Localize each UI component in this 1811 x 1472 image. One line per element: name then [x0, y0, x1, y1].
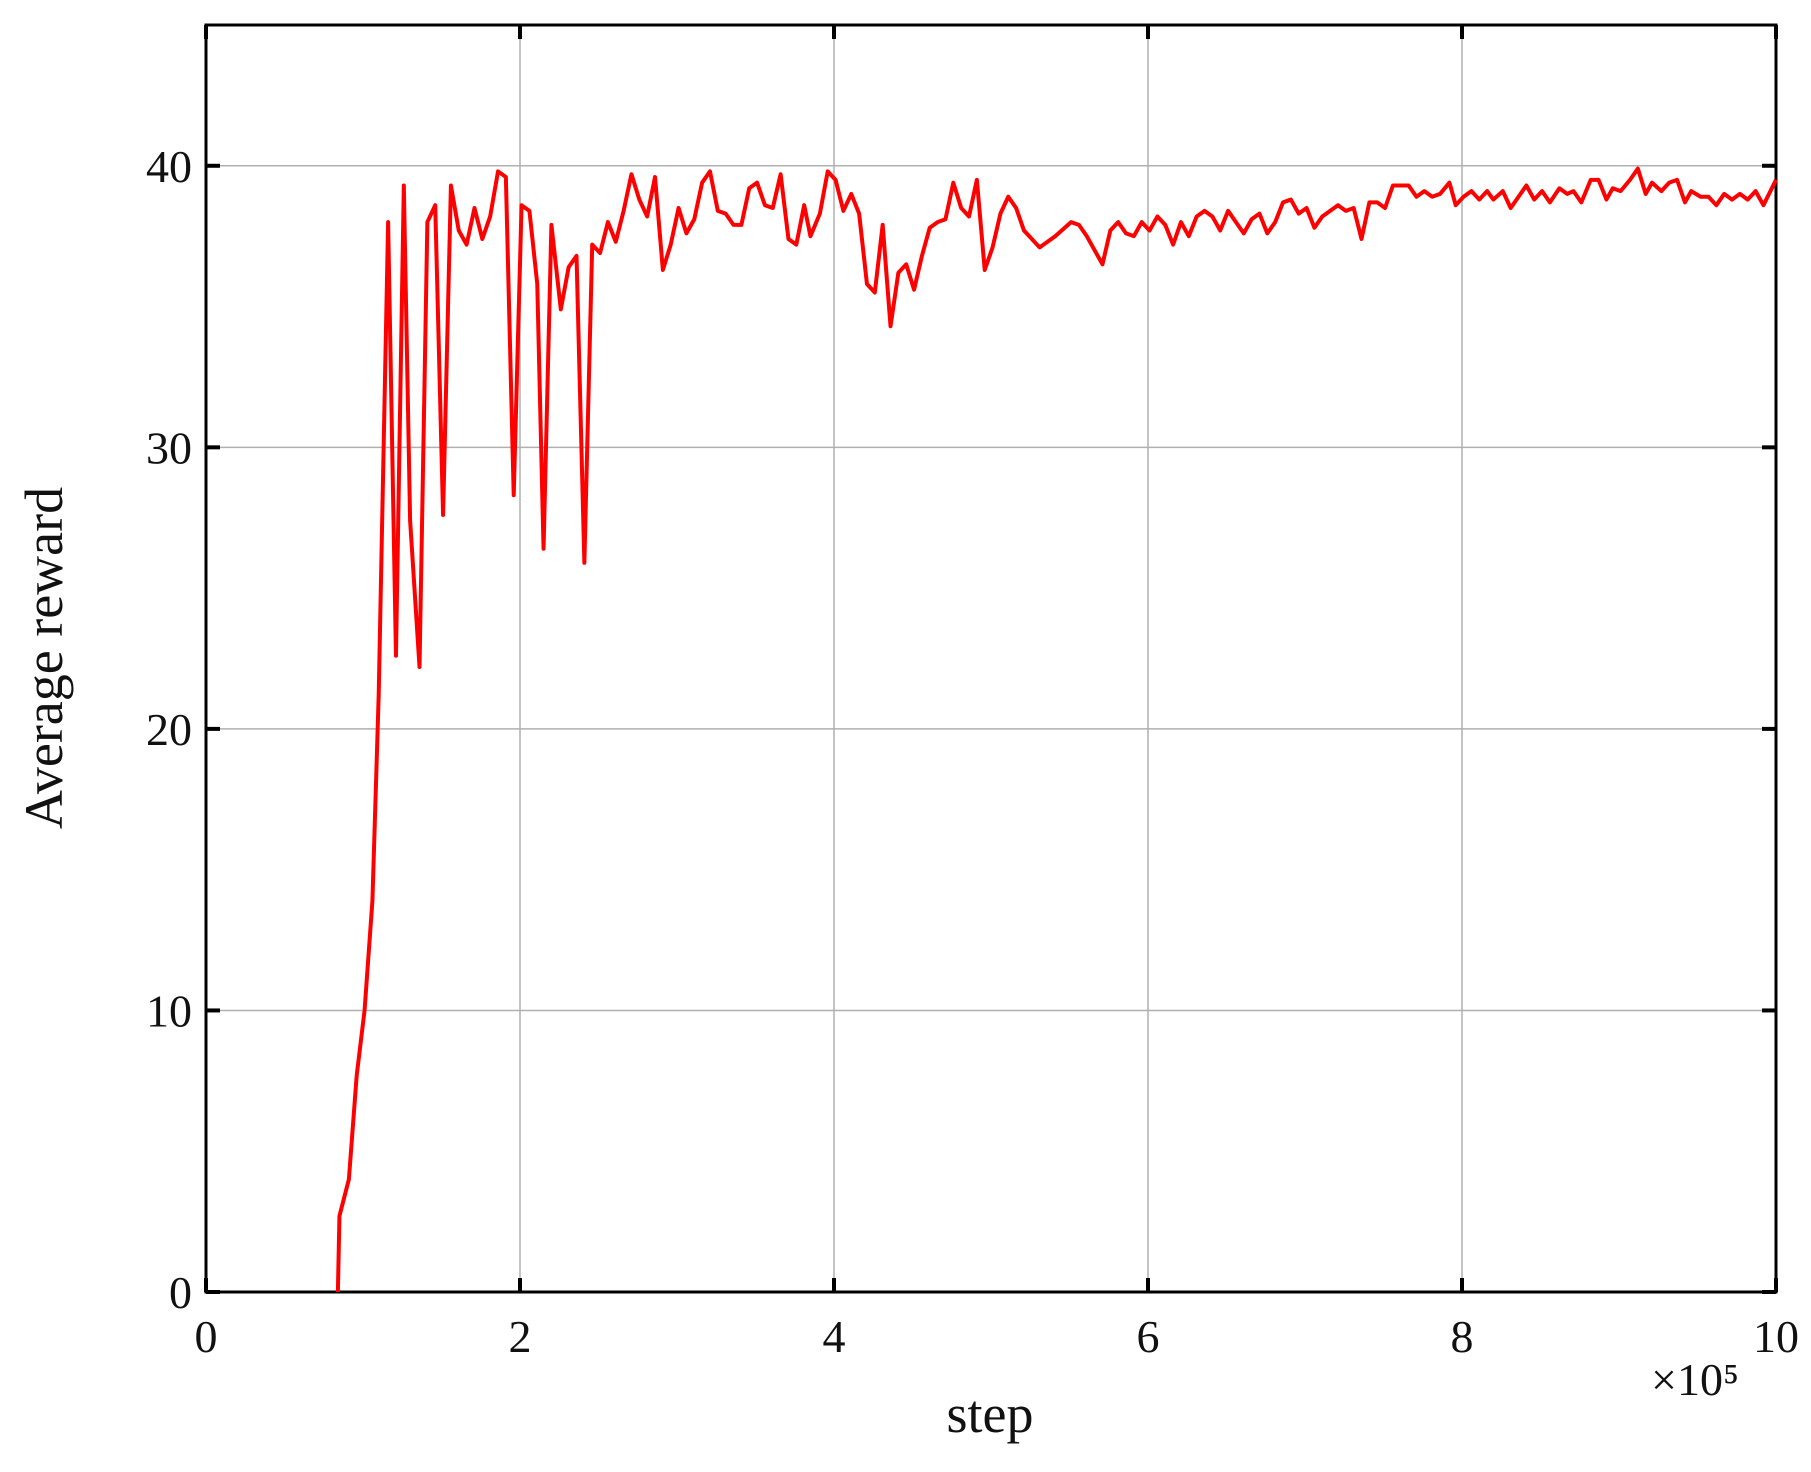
x-multiplier: ×10⁵ [1651, 1354, 1739, 1405]
plot-frame [204, 23, 1778, 1294]
x-tick-label: 4 [823, 1311, 846, 1362]
x-tick-label: 0 [195, 1311, 218, 1362]
y-tick-label: 10 [146, 985, 192, 1036]
y-tick-label: 20 [146, 704, 192, 755]
y-tick-label: 40 [146, 141, 192, 192]
x-tick-label: 6 [1137, 1311, 1160, 1362]
x-tick-label: 8 [1451, 1311, 1474, 1362]
x-tick-label: 10 [1753, 1311, 1799, 1362]
y-tick-label: 0 [169, 1267, 192, 1318]
data-line [335, 166, 1778, 1293]
x-axis-label: step [947, 1384, 1034, 1444]
y-axis-label: Average reward [14, 487, 74, 829]
y-tick-label: 30 [146, 422, 192, 473]
x-tick-label: 2 [509, 1311, 532, 1362]
